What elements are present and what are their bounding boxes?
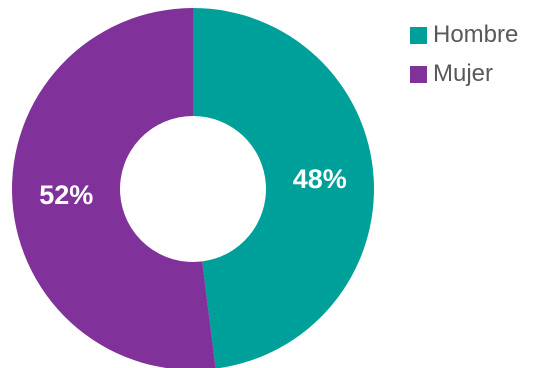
chart-slices [12, 8, 374, 368]
legend-swatch-mujer [410, 65, 427, 83]
legend-label-mujer: Mujer [433, 60, 494, 87]
chart-legend: Hombre Mujer [410, 20, 518, 98]
chart-data-labels: 48% 52% [39, 164, 347, 210]
data-label-hombre: 48% [293, 164, 347, 194]
data-label-mujer: 52% [39, 180, 93, 210]
slice-mujer [12, 8, 216, 368]
legend-item-mujer: Mujer [410, 59, 518, 89]
legend-swatch-hombre [410, 26, 427, 44]
legend-item-hombre: Hombre [410, 20, 518, 50]
slice-hombre [193, 8, 374, 368]
legend-label-hombre: Hombre [433, 21, 519, 48]
